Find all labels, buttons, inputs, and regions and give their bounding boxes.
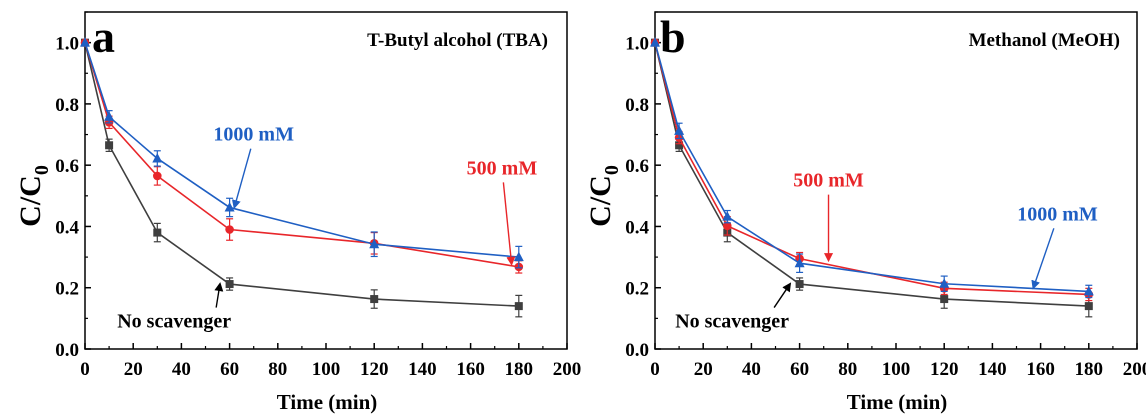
panel-a-point-1000-mm	[152, 152, 163, 163]
panel-b-annotation-no-scavenger: No scavenger	[675, 311, 789, 333]
panel-a-y-tick-label: 0.2	[55, 279, 79, 300]
panel-b-y-tick-label: 0.6	[625, 156, 649, 177]
panel-b-y-tick-label: 0.4	[625, 217, 649, 238]
panel-a-x-tick-label: 0	[80, 359, 90, 380]
panel-a-x-tick-label: 60	[220, 359, 239, 380]
panel-b-point-no-scavenger	[940, 295, 949, 304]
panel-a-annotation-1000-mm: 1000 mM	[213, 124, 294, 146]
panel-b-series-line-500-mm	[654, 42, 1089, 296]
panel-b-y-tick-label: 0.8	[625, 95, 649, 116]
panel-a-y-tick-label: 0.4	[55, 217, 79, 238]
panel-a-x-axis-title: Time (min)	[277, 390, 378, 414]
chart-panel-b: b Methanol (MeOH) Time (min) C/C0 0 20 40 6…	[584, 11, 1146, 414]
panel-a-x-tick-label: 80	[268, 359, 287, 380]
panel-a-y-tick-label: 0.8	[55, 95, 79, 116]
panel-b-x-tick-label: 20	[694, 359, 713, 380]
chart-panel-a: a T-Butyl alcohol (TBA) Time (min) C/C0 …	[14, 11, 581, 414]
panel-b-point-1000-mm	[722, 211, 733, 221]
panel-a-annotation-arrow-no-scavenger	[214, 282, 224, 308]
panel-b-series-line-no-scavenger	[654, 42, 1089, 307]
panel-b-annotation-arrow-no-scavenger	[773, 282, 792, 308]
panel-a-point-1000-mm	[369, 238, 380, 249]
panel-label-b: b	[660, 11, 686, 62]
panel-b-x-tick-label: 80	[838, 359, 857, 380]
panel-a-annotation-no-scavenger: No scavenger	[117, 311, 231, 333]
panel-a-annotation-arrow-1000-mm	[231, 148, 252, 210]
panel-b-point-500-mm	[723, 221, 732, 231]
panel-b-point-1000-mm	[939, 278, 950, 288]
panel-a-title: T-Butyl alcohol (TBA)	[367, 30, 548, 51]
panel-a-x-tick-label: 160	[456, 359, 485, 380]
panel-b-x-tick-label: 160	[1026, 359, 1055, 380]
panel-a-point-no-scavenger	[370, 295, 379, 304]
panel-a-point-no-scavenger	[225, 280, 234, 289]
panel-label-a: a	[92, 11, 115, 62]
panel-b-x-tick-label: 100	[882, 359, 911, 380]
panel-a-y-tick-label: 0.6	[55, 156, 79, 177]
panel-a-y-axis-title: C/C0	[14, 165, 53, 227]
panel-b-annotation-arrow-1000-mm	[1031, 228, 1055, 290]
panel-b-series-line-1000-mm	[654, 42, 1089, 293]
panel-b-x-tick-label: 200	[1123, 359, 1146, 380]
panel-a-annotation-500-mm: 500 mM	[467, 157, 538, 179]
panel-b-annotation-500-mm: 500 mM	[793, 170, 864, 192]
panel-a-point-500-mm	[225, 225, 234, 234]
panel-b-x-tick-label: 0	[650, 359, 660, 380]
panel-b-x-tick-label: 180	[1075, 359, 1104, 380]
panel-b-point-no-scavenger	[795, 280, 804, 289]
panel-a-x-tick-label: 100	[312, 359, 341, 380]
panel-a-series-line-1000-mm	[84, 42, 519, 258]
panel-a-x-tick-label: 200	[553, 359, 582, 380]
panel-b-y-tick-label: 0.0	[625, 340, 649, 361]
panel-a-x-tick-label: 180	[505, 359, 534, 380]
panel-b-point-1000-mm	[650, 37, 660, 47]
panel-a-x-tick-label: 20	[124, 359, 143, 380]
panel-a-x-tick-label: 120	[360, 359, 389, 380]
panel-a-series-line-no-scavenger	[84, 42, 519, 307]
panel-a-point-no-scavenger	[514, 302, 523, 311]
panel-b-y-axis-title: C/C0	[584, 165, 623, 227]
panel-b-point-1000-mm	[1083, 285, 1094, 296]
panel-b-annotation-1000-mm: 1000 mM	[1017, 203, 1098, 225]
panel-a-point-1000-mm	[104, 111, 115, 121]
panel-a-annotation-arrow-500-mm	[502, 182, 516, 266]
panel-a-y-tick-label: 1.0	[55, 34, 79, 55]
panel-a-series-line-500-mm	[84, 42, 519, 268]
panel-b-y-tick-label: 0.2	[625, 279, 649, 300]
panel-b-x-tick-label: 40	[742, 359, 761, 380]
panel-b-title: Methanol (MeOH)	[969, 30, 1120, 51]
panel-a-x-tick-label: 40	[172, 359, 191, 380]
panel-a-point-1000-mm	[513, 251, 524, 262]
panel-b-x-tick-label: 140	[978, 359, 1007, 380]
panel-b-point-no-scavenger	[1084, 302, 1093, 311]
panel-b-x-tick-label: 120	[930, 359, 959, 380]
panel-b-plot-frame	[654, 11, 1138, 350]
panel-a-point-no-scavenger	[153, 228, 162, 237]
panel-a-y-tick-label: 0.0	[55, 340, 79, 361]
panel-b-point-no-scavenger	[675, 141, 684, 150]
panel-a-point-1000-mm	[224, 201, 235, 212]
panel-b-x-axis-title: Time (min)	[847, 390, 948, 414]
panel-a-point-1000-mm	[80, 37, 90, 47]
panel-a-x-tick-label: 140	[408, 359, 437, 380]
panel-a-point-no-scavenger	[105, 141, 114, 150]
panel-b-x-tick-label: 60	[790, 359, 809, 380]
panel-b-y-tick-label: 1.0	[625, 34, 649, 55]
panel-b-point-1000-mm	[794, 257, 805, 268]
panel-a-point-500-mm	[153, 171, 162, 181]
panel-b-point-1000-mm	[674, 125, 685, 135]
